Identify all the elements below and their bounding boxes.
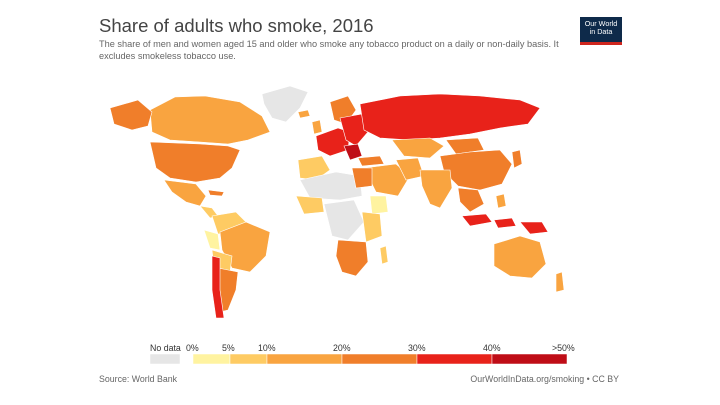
- region-peru[interactable]: [203, 229, 221, 251]
- region-alaska[interactable]: [109, 99, 153, 131]
- region-philippines[interactable]: [495, 193, 507, 209]
- legend-tick-6: >50%: [552, 343, 575, 353]
- legend-no-data-swatch: [149, 353, 181, 365]
- region-canada[interactable]: [149, 95, 271, 145]
- logo-line-1: Our World: [584, 19, 618, 28]
- region-greenland[interactable]: [261, 85, 309, 123]
- legend-tick-1: 5%: [222, 343, 235, 353]
- region-cuba[interactable]: [207, 189, 225, 197]
- region-chile[interactable]: [211, 255, 225, 319]
- credit-link[interactable]: OurWorldInData.org/smoking • CC BY: [470, 374, 619, 384]
- region-ethiopia[interactable]: [369, 195, 389, 215]
- region-se-asia[interactable]: [457, 187, 485, 213]
- region-eastern-europe[interactable]: [339, 113, 369, 147]
- legend-tick-5: 40%: [483, 343, 501, 353]
- region-brazil[interactable]: [219, 221, 271, 273]
- logo-line-2: in Data: [589, 27, 613, 36]
- region-central-africa[interactable]: [323, 199, 365, 241]
- region-japan[interactable]: [511, 149, 523, 169]
- region-usa[interactable]: [149, 141, 241, 183]
- region-indonesia-1[interactable]: [461, 213, 493, 227]
- region-mongolia[interactable]: [445, 137, 485, 155]
- legend-tick-4: 30%: [408, 343, 426, 353]
- owid-logo[interactable]: Our World in Data: [580, 17, 622, 45]
- region-india[interactable]: [419, 169, 453, 209]
- region-australia[interactable]: [493, 235, 547, 279]
- region-east-africa[interactable]: [361, 211, 383, 243]
- region-new-zealand[interactable]: [555, 271, 565, 293]
- legend-bin-2: [266, 353, 343, 365]
- legend-bin-3: [341, 353, 418, 365]
- source-note: Source: World Bank: [99, 374, 178, 384]
- legend-no-data-label: No data: [150, 343, 181, 353]
- legend-bin-0: [192, 353, 231, 365]
- legend-tick-3: 20%: [333, 343, 351, 353]
- legend-tick-2: 10%: [258, 343, 276, 353]
- region-west-africa[interactable]: [295, 195, 325, 215]
- region-turkey[interactable]: [357, 155, 385, 167]
- region-madagascar[interactable]: [379, 245, 389, 265]
- legend-tick-0: 0%: [186, 343, 199, 353]
- region-iceland[interactable]: [297, 109, 311, 119]
- region-middle-east[interactable]: [363, 163, 411, 197]
- chart-title: Share of adults who smoke, 2016: [99, 15, 374, 36]
- region-png[interactable]: [519, 221, 549, 235]
- legend-bin-1: [229, 353, 268, 365]
- region-uk[interactable]: [311, 119, 323, 135]
- legend-bin-5: [491, 353, 568, 365]
- region-indonesia-2[interactable]: [493, 217, 517, 229]
- region-kazakhstan[interactable]: [391, 137, 445, 159]
- legend-bin-4: [416, 353, 493, 365]
- chart-subtitle: The share of men and women aged 15 and o…: [99, 39, 559, 61]
- region-balkans[interactable]: [343, 143, 363, 161]
- region-russia[interactable]: [359, 93, 541, 141]
- region-egypt[interactable]: [351, 167, 373, 189]
- region-southern-africa[interactable]: [335, 239, 369, 277]
